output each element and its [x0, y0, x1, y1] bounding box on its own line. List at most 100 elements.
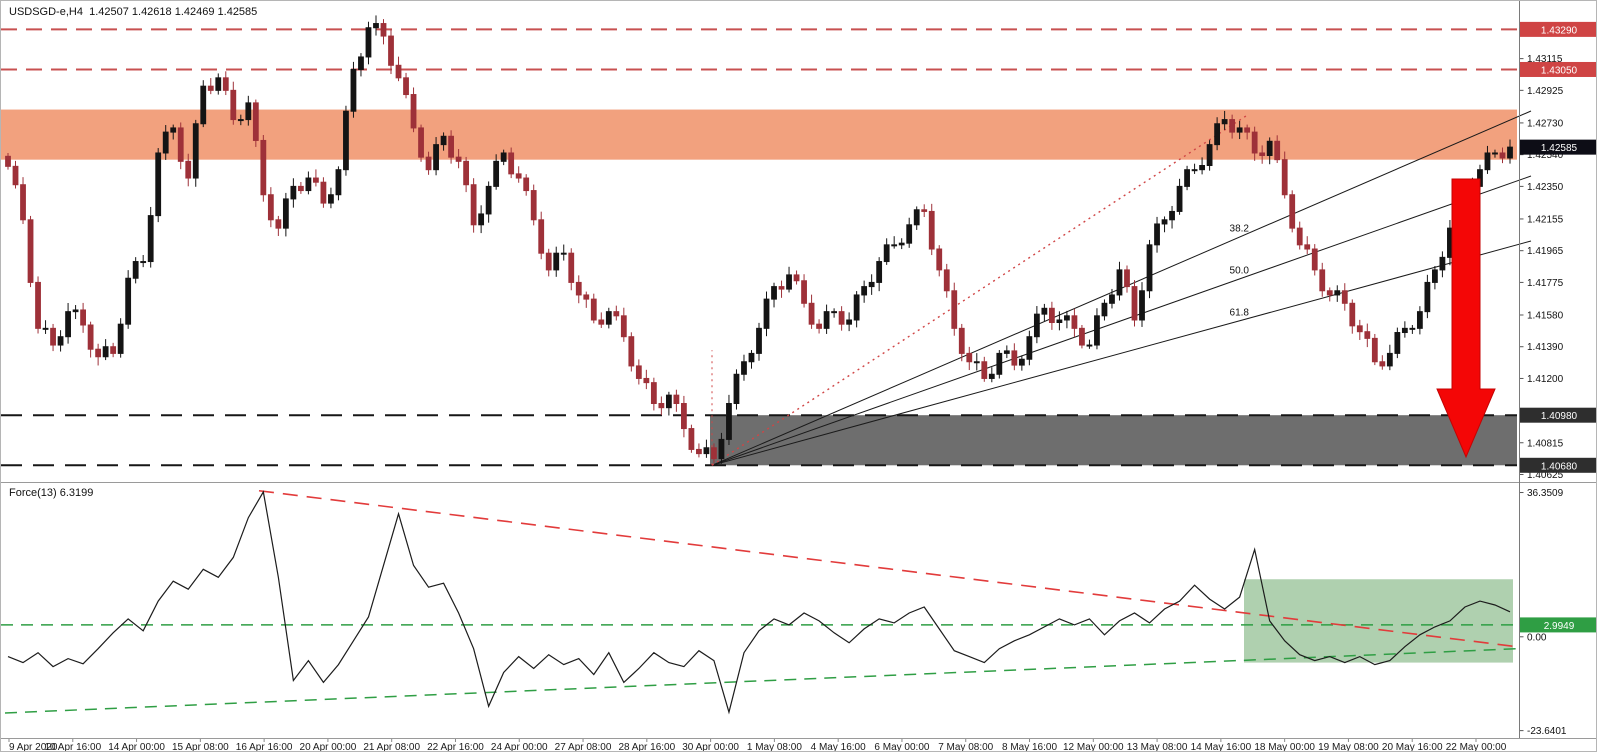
- price-tick-label: 1.42350: [1527, 182, 1564, 193]
- dotted-red-trendline[interactable]: [711, 113, 1250, 466]
- price-tick-label: 1.43115: [1527, 54, 1563, 65]
- candle-body: [1124, 269, 1130, 288]
- force-marker-box: [1520, 617, 1596, 633]
- time-tick-label: 12 May 00:00: [1063, 742, 1124, 752]
- fib-fan-line[interactable]: [711, 175, 1532, 466]
- down-arrow-annotation[interactable]: [1436, 178, 1496, 459]
- candle-body: [1161, 219, 1168, 225]
- time-tick-label: 15 Apr 08:00: [172, 742, 229, 752]
- candle-body: [162, 131, 169, 154]
- candle-body: [883, 244, 890, 263]
- candle-body: [1176, 185, 1183, 212]
- candle-body: [665, 394, 672, 409]
- candle-body: [635, 365, 642, 379]
- price-tick-label: 1.41390: [1527, 342, 1564, 353]
- candle-body: [861, 286, 868, 296]
- price-tick-label: 1.41775: [1527, 278, 1564, 289]
- candle-body: [733, 373, 740, 405]
- candle-body: [440, 135, 447, 146]
- time-tick-label: 6 May 00:00: [874, 742, 929, 752]
- candle-body: [1064, 315, 1070, 321]
- candle-body: [718, 438, 725, 460]
- candle-body: [1041, 307, 1048, 315]
- time-tick-label: 28 Apr 16:00: [618, 742, 675, 752]
- candle-body: [831, 311, 838, 314]
- fib-fan-line[interactable]: [711, 240, 1532, 466]
- candle-body: [748, 352, 755, 363]
- supply-zone-rect[interactable]: [1, 109, 1517, 160]
- candle-body: [1236, 127, 1243, 133]
- candle-body: [1109, 294, 1115, 304]
- time-tick-label: 14 May 16:00: [1191, 742, 1252, 752]
- candle-body: [380, 23, 387, 37]
- candle-body: [808, 302, 815, 325]
- candle-body: [500, 152, 507, 162]
- candle-body: [1304, 244, 1311, 250]
- force-red-divergence-line[interactable]: [258, 489, 1518, 648]
- price-marker-label: 1.42585: [1541, 143, 1578, 154]
- candle-body: [868, 281, 875, 288]
- candle-body: [598, 319, 605, 325]
- candle-body: [1244, 127, 1251, 133]
- price-tick-label: 1.42925: [1527, 86, 1564, 97]
- candle-body: [1296, 227, 1303, 246]
- candle-body: [373, 23, 379, 29]
- candle-body: [1319, 269, 1326, 292]
- candle-body: [1341, 290, 1348, 304]
- candle-body: [1499, 152, 1506, 159]
- demand-zone-rect[interactable]: [710, 415, 1517, 466]
- candle-body: [80, 309, 86, 326]
- symbol-ohlc-title: USDSGD-e,H4 1.42507 1.42618 1.42469 1.42…: [9, 6, 258, 18]
- candle-body: [1251, 131, 1258, 154]
- candle-body: [1131, 286, 1138, 321]
- price-marker-box-resistance: [1520, 61, 1596, 77]
- force-green-trendline[interactable]: [4, 647, 1518, 714]
- candle-body: [170, 127, 177, 133]
- price-tick-label: 1.41965: [1527, 246, 1564, 257]
- candle-body: [12, 165, 19, 186]
- time-tick-label: 21 Apr 08:00: [363, 742, 420, 752]
- candle-body: [1401, 327, 1408, 334]
- candle-body: [1281, 159, 1288, 196]
- candle-body: [117, 323, 124, 354]
- price-tick-label: 1.41200: [1527, 374, 1564, 385]
- candle-body: [966, 352, 973, 363]
- time-tick-label: 1 May 08:00: [747, 742, 802, 752]
- force-green-zone-rect[interactable]: [1244, 579, 1513, 663]
- candle-body: [1018, 358, 1025, 366]
- time-tick-label: 4 May 16:00: [811, 742, 866, 752]
- candle-body: [703, 447, 710, 455]
- candle-body: [696, 448, 702, 455]
- candle-body: [425, 156, 432, 171]
- candle-body: [1056, 319, 1063, 324]
- candle-body: [778, 286, 785, 290]
- candle-body: [1199, 165, 1205, 171]
- candle-body: [358, 56, 364, 70]
- candle-body: [485, 185, 492, 215]
- candle-body: [913, 209, 920, 226]
- force-index-line: [7, 490, 1511, 715]
- candle-body: [928, 210, 935, 250]
- candle-body: [1334, 290, 1341, 296]
- candle-body: [1259, 152, 1266, 156]
- candle-body: [207, 85, 214, 91]
- candle-body: [816, 323, 822, 329]
- candle-body: [335, 169, 342, 196]
- candle-body: [958, 327, 965, 354]
- price-marker-box-support: [1520, 457, 1596, 473]
- candle-body: [1326, 290, 1333, 296]
- candle-body: [1221, 119, 1228, 125]
- candle-body: [87, 324, 94, 350]
- candle-body: [891, 244, 898, 247]
- candle-body: [275, 219, 282, 229]
- candle-body: [921, 209, 928, 212]
- candle-body: [583, 294, 590, 300]
- time-tick-label: 8 May 16:00: [1002, 742, 1057, 752]
- candle-body: [643, 377, 650, 384]
- candle-body: [328, 194, 334, 204]
- candle-body: [1394, 332, 1401, 354]
- candle-body: [42, 327, 49, 330]
